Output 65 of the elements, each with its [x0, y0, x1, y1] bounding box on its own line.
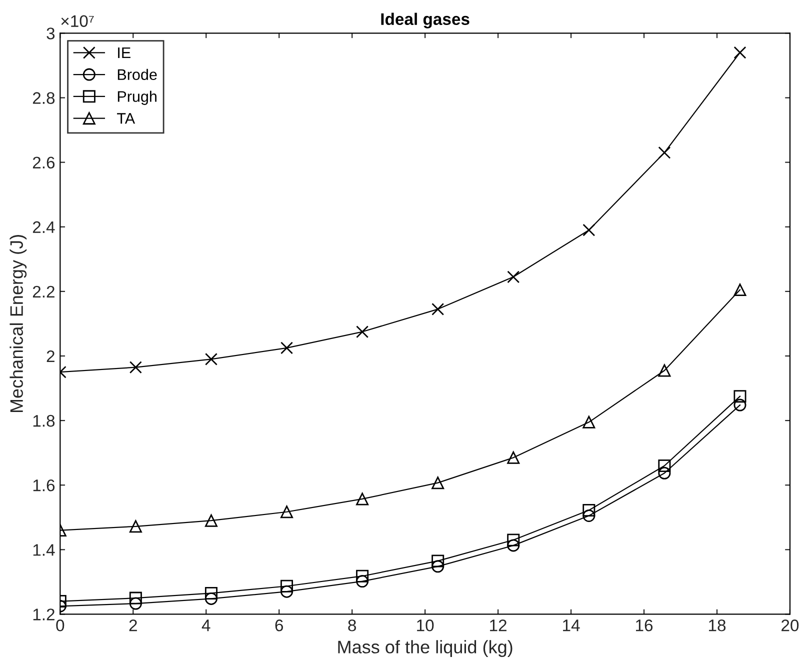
x-tick-label: 16 [636, 620, 653, 632]
point [582, 504, 596, 517]
point [507, 539, 520, 552]
point [129, 361, 142, 374]
y-tick-label: 2.8 [32, 92, 55, 104]
point [432, 302, 444, 316]
point [432, 554, 444, 568]
point [432, 476, 444, 490]
x-tick-label: 10 [417, 620, 434, 632]
point [507, 534, 520, 546]
x-tick-label: 8 [348, 620, 356, 632]
point [734, 390, 746, 403]
y-tick-label: 1.4 [33, 544, 55, 556]
point [129, 597, 142, 610]
point [432, 560, 444, 573]
y-tick-label: 2.6 [32, 156, 55, 169]
x-tick-label: 12 [490, 620, 506, 632]
point [658, 364, 671, 377]
x-axis-title: Mass of the liquid (kg) [338, 640, 512, 657]
x-tick-label: 6 [275, 620, 283, 632]
point [356, 326, 369, 338]
point [658, 466, 671, 480]
y-tick-label: 3 [46, 28, 55, 40]
point [356, 570, 369, 582]
legend-label: Brode [118, 68, 157, 80]
point [582, 224, 596, 236]
y-tick-label: 2 [46, 350, 54, 362]
legend-label: Prugh [118, 90, 156, 105]
point [734, 46, 746, 59]
y-axis-title: Mechanical Energy (J) [10, 235, 27, 412]
x-tick-label: 2 [129, 620, 137, 632]
point [658, 146, 671, 159]
point [356, 575, 369, 588]
y-tick-label: 1.8 [33, 414, 55, 427]
point [658, 459, 671, 472]
y-tick-label: 2.2 [32, 286, 54, 298]
x-tick-label: 20 [782, 620, 799, 632]
x-tick-label: 0 [56, 620, 64, 632]
point [280, 585, 294, 598]
point [734, 284, 746, 296]
point [507, 451, 520, 464]
x-tick-label: 4 [202, 620, 210, 632]
y-tick-label: 1.6 [33, 479, 55, 492]
point [204, 514, 218, 527]
point [280, 342, 294, 354]
point [356, 492, 369, 506]
point [129, 592, 142, 604]
point [204, 586, 218, 600]
chart-title: Ideal gases [381, 12, 470, 28]
text: ×10⁷ [61, 15, 94, 27]
x-tick-label: 14 [563, 620, 580, 632]
point [129, 520, 142, 533]
point [582, 510, 596, 522]
point [280, 506, 294, 518]
point [280, 580, 294, 592]
y-tick-label: 2.4 [32, 221, 55, 233]
point [507, 270, 520, 284]
point [204, 352, 218, 366]
point [734, 398, 746, 412]
x-tick-label: 18 [708, 620, 726, 632]
point [204, 592, 218, 605]
y-tick-label: 1.2 [33, 608, 54, 620]
legend-label: TA [117, 113, 136, 124]
point [582, 416, 596, 428]
legend-label: IE [118, 48, 130, 58]
